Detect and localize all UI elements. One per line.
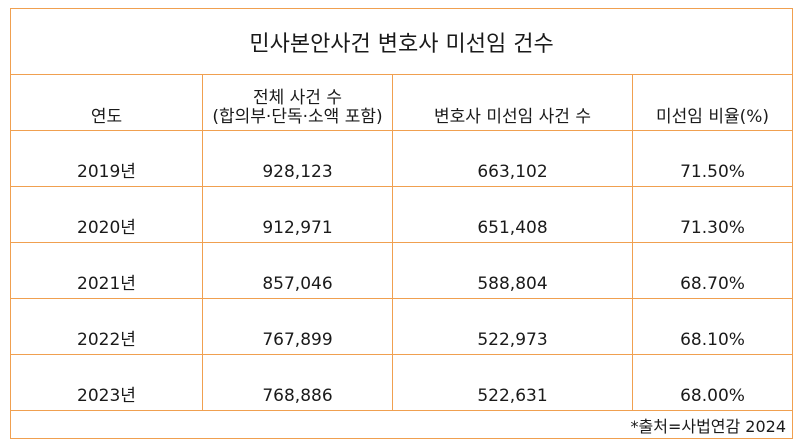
title-row: 민사본안사건 변호사 미선임 건수 <box>9 8 794 75</box>
data-table: 민사본안사건 변호사 미선임 건수 연도 전체 사건 수 (합의부·단독·소액 … <box>9 8 794 439</box>
cell-ratio: 71.50% <box>631 130 794 187</box>
table-row: 2019년 928,123 663,102 71.50% <box>10 130 794 187</box>
cell-total: 768,886 <box>202 354 393 411</box>
header-total: 전체 사건 수 (합의부·단독·소액 포함) <box>202 74 393 131</box>
cell-unrepresented: 522,631 <box>392 354 633 411</box>
table-row: 2020년 912,971 651,408 71.30% <box>10 186 794 243</box>
source-note: *출처=사법연감 2024 <box>9 410 794 439</box>
cell-unrepresented: 522,973 <box>392 298 633 355</box>
cell-ratio: 68.70% <box>631 242 794 299</box>
cell-unrepresented: 651,408 <box>392 186 633 243</box>
cell-unrepresented: 663,102 <box>392 130 633 187</box>
cell-total: 912,971 <box>202 186 393 243</box>
table-row: 2021년 857,046 588,804 68.70% <box>10 242 794 299</box>
cell-unrepresented: 588,804 <box>392 242 633 299</box>
cell-year: 2021년 <box>10 242 203 299</box>
cell-total: 767,899 <box>202 298 393 355</box>
table-row: 2022년 767,899 522,973 68.10% <box>10 298 794 355</box>
cell-year: 2023년 <box>10 354 203 411</box>
cell-ratio: 68.10% <box>631 298 794 355</box>
cell-ratio: 68.00% <box>631 354 794 411</box>
cell-year: 2019년 <box>10 130 203 187</box>
cell-total: 857,046 <box>202 242 393 299</box>
header-total-line2: (합의부·단독·소액 포함) <box>212 107 383 127</box>
header-year: 연도 <box>10 74 203 131</box>
cell-year: 2020년 <box>10 186 203 243</box>
table-title: 민사본안사건 변호사 미선임 건수 <box>9 8 794 75</box>
header-total-line1: 전체 사건 수 <box>252 88 342 108</box>
cell-year: 2022년 <box>10 298 203 355</box>
header-unrepresented: 변호사 미선임 사건 수 <box>392 74 633 131</box>
table-container: 민사본안사건 변호사 미선임 건수 연도 전체 사건 수 (합의부·단독·소액 … <box>9 8 794 439</box>
cell-ratio: 71.30% <box>631 186 794 243</box>
header-row: 연도 전체 사건 수 (합의부·단독·소액 포함) 변호사 미선임 사건 수 미… <box>10 74 794 131</box>
table-row: 2023년 768,886 522,631 68.00% <box>10 354 794 411</box>
header-ratio: 미선임 비율(%) <box>631 74 794 131</box>
cell-total: 928,123 <box>202 130 393 187</box>
source-row: *출처=사법연감 2024 <box>9 410 794 439</box>
